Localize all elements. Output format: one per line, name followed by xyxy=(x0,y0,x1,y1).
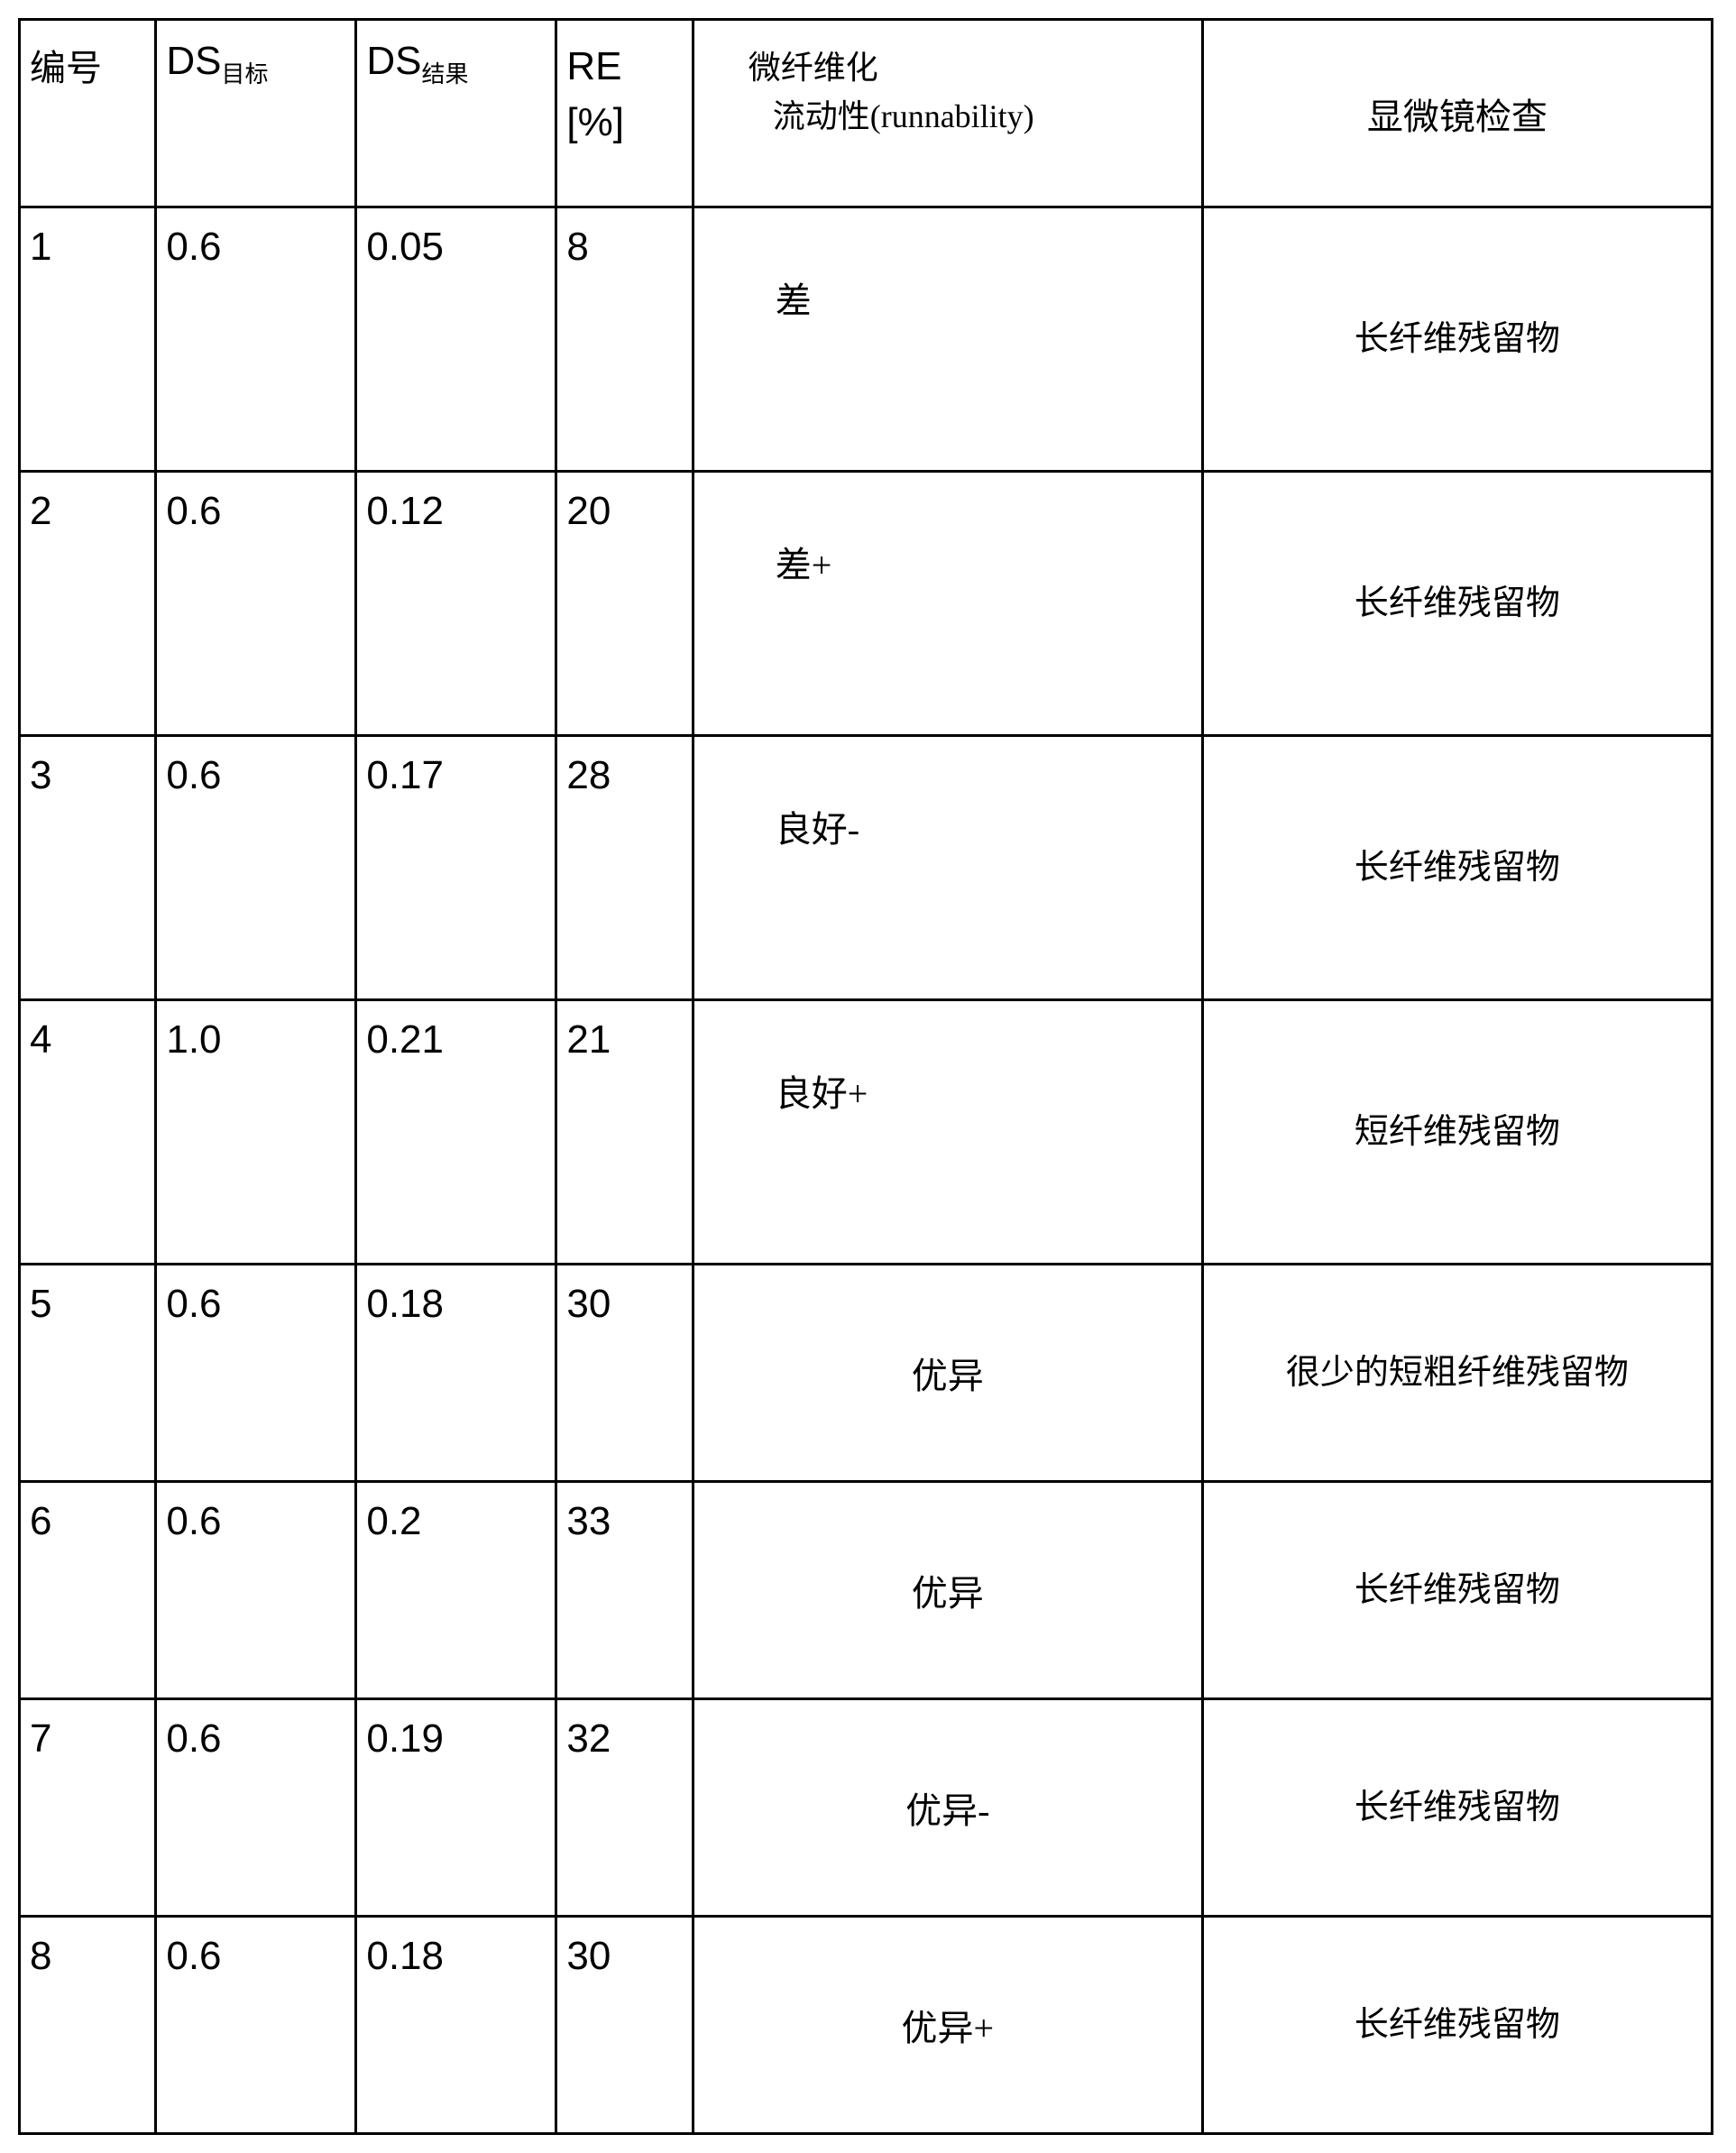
cell-ds-result: 0.19 xyxy=(356,1699,556,1917)
table-row: 60.60.233优异长纤维残留物 xyxy=(20,1482,1713,1699)
header-num: 编号 xyxy=(20,20,156,207)
table-row: 41.00.2121良好+短纤维残留物 xyxy=(20,1000,1713,1265)
cell-ds-result: 0.2 xyxy=(356,1482,556,1699)
header-run-line1: 微纤维化 xyxy=(749,50,878,86)
cell-num: 6 xyxy=(20,1482,156,1699)
cell-ds-target: 1.0 xyxy=(156,1000,356,1265)
data-table: 编号 DS目标 DS结果 RE [%] 微纤维化 流动性(runnability… xyxy=(18,18,1713,2135)
cell-re: 21 xyxy=(556,1000,693,1265)
cell-re: 30 xyxy=(556,1917,693,2134)
cell-microscopy: 长纤维残留物 xyxy=(1202,1917,1712,2134)
header-re: RE [%] xyxy=(556,20,693,207)
table-row: 80.60.1830优异+长纤维残留物 xyxy=(20,1917,1713,2134)
cell-runnability: 良好- xyxy=(693,736,1202,1000)
cell-re: 28 xyxy=(556,736,693,1000)
cell-runnability: 优异- xyxy=(693,1699,1202,1917)
table-row: 50.60.1830优异很少的短粗纤维残留物 xyxy=(20,1265,1713,1482)
cell-ds-result: 0.21 xyxy=(356,1000,556,1265)
cell-num: 4 xyxy=(20,1000,156,1265)
cell-num: 2 xyxy=(20,472,156,736)
cell-runnability: 良好+ xyxy=(693,1000,1202,1265)
header-num-label: 编号 xyxy=(30,48,102,88)
header-ds-result-sub: 结果 xyxy=(421,61,468,87)
cell-ds-result: 0.17 xyxy=(356,736,556,1000)
header-ds-target-sub: 目标 xyxy=(221,61,268,87)
cell-runnability: 优异+ xyxy=(693,1917,1202,2134)
header-runnability: 微纤维化 流动性(runnability) xyxy=(693,20,1202,207)
header-ds-target-main: DS xyxy=(166,39,221,83)
cell-microscopy: 长纤维残留物 xyxy=(1202,472,1712,736)
header-mic-label: 显微镜检查 xyxy=(1367,97,1548,137)
cell-runnability: 差+ xyxy=(693,472,1202,736)
header-ds-result-main: DS xyxy=(366,39,421,83)
table-header: 编号 DS目标 DS结果 RE [%] 微纤维化 流动性(runnability… xyxy=(20,20,1713,207)
cell-microscopy: 很少的短粗纤维残留物 xyxy=(1202,1265,1712,1482)
cell-runnability: 优异 xyxy=(693,1265,1202,1482)
header-row: 编号 DS目标 DS结果 RE [%] 微纤维化 流动性(runnability… xyxy=(20,20,1713,207)
cell-ds-target: 0.6 xyxy=(156,207,356,472)
cell-num: 8 xyxy=(20,1917,156,2134)
cell-num: 3 xyxy=(20,736,156,1000)
cell-microscopy: 长纤维残留物 xyxy=(1202,207,1712,472)
cell-ds-target: 0.6 xyxy=(156,1917,356,2134)
table-row: 70.60.1932优异-长纤维残留物 xyxy=(20,1699,1713,1917)
table-body: 10.60.058差长纤维残留物20.60.1220差+长纤维残留物30.60.… xyxy=(20,207,1713,2134)
header-re-line1: RE xyxy=(566,44,621,88)
cell-runnability: 差 xyxy=(693,207,1202,472)
cell-re: 8 xyxy=(556,207,693,472)
cell-num: 1 xyxy=(20,207,156,472)
cell-num: 5 xyxy=(20,1265,156,1482)
cell-ds-result: 0.05 xyxy=(356,207,556,472)
cell-ds-result: 0.18 xyxy=(356,1917,556,2134)
header-ds-result: DS结果 xyxy=(356,20,556,207)
header-run-line2: 流动性(runnability) xyxy=(773,98,1034,134)
cell-num: 7 xyxy=(20,1699,156,1917)
table-row: 30.60.1728良好-长纤维残留物 xyxy=(20,736,1713,1000)
cell-microscopy: 短纤维残留物 xyxy=(1202,1000,1712,1265)
cell-microscopy: 长纤维残留物 xyxy=(1202,1482,1712,1699)
cell-ds-target: 0.6 xyxy=(156,1482,356,1699)
cell-ds-target: 0.6 xyxy=(156,472,356,736)
cell-runnability: 优异 xyxy=(693,1482,1202,1699)
cell-ds-target: 0.6 xyxy=(156,736,356,1000)
header-microscopy: 显微镜检查 xyxy=(1202,20,1712,207)
table-row: 10.60.058差长纤维残留物 xyxy=(20,207,1713,472)
table-row: 20.60.1220差+长纤维残留物 xyxy=(20,472,1713,736)
cell-ds-result: 0.18 xyxy=(356,1265,556,1482)
cell-re: 30 xyxy=(556,1265,693,1482)
cell-ds-target: 0.6 xyxy=(156,1265,356,1482)
header-re-line2: [%] xyxy=(566,100,624,144)
cell-re: 32 xyxy=(556,1699,693,1917)
cell-microscopy: 长纤维残留物 xyxy=(1202,1699,1712,1917)
cell-re: 33 xyxy=(556,1482,693,1699)
cell-re: 20 xyxy=(556,472,693,736)
cell-ds-target: 0.6 xyxy=(156,1699,356,1917)
header-ds-target: DS目标 xyxy=(156,20,356,207)
cell-ds-result: 0.12 xyxy=(356,472,556,736)
cell-microscopy: 长纤维残留物 xyxy=(1202,736,1712,1000)
